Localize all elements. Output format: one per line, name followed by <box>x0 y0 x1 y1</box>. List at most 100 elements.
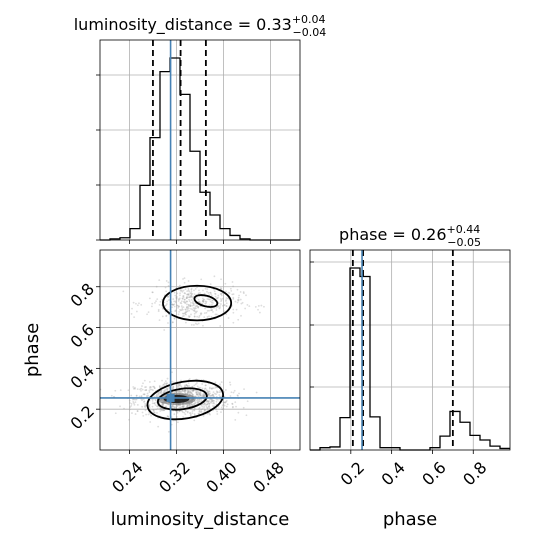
sample-point <box>153 395 156 398</box>
sample-point <box>176 292 179 295</box>
sample-point <box>148 403 151 406</box>
sample-point <box>150 414 152 417</box>
sample-point <box>236 288 239 291</box>
sample-point <box>225 290 227 293</box>
sample-point <box>187 390 190 393</box>
sample-point <box>198 392 201 394</box>
sample-point <box>208 405 211 408</box>
sample-point <box>149 386 152 388</box>
sample-point <box>193 407 196 410</box>
sample-point <box>195 389 197 392</box>
sample-point <box>173 291 176 294</box>
sample-point <box>211 387 214 390</box>
sample-point <box>174 300 177 303</box>
sample-point <box>154 399 157 402</box>
sample-point <box>198 407 200 410</box>
sample-point <box>196 401 199 404</box>
sample-point <box>182 406 185 409</box>
sample-point <box>199 391 202 393</box>
sample-point <box>151 305 153 308</box>
sample-point <box>184 292 187 295</box>
sample-point <box>178 284 181 287</box>
x-axis-label-phase: phase <box>383 509 437 530</box>
sample-point <box>215 297 218 299</box>
sample-point <box>143 393 146 396</box>
sample-point <box>187 391 190 394</box>
sample-point <box>207 393 210 396</box>
sample-point <box>130 312 133 315</box>
histogram-step-line <box>100 57 300 241</box>
sample-point <box>172 385 175 388</box>
sample-point <box>203 403 205 406</box>
sample-point <box>131 307 133 310</box>
sample-point <box>157 425 160 428</box>
sample-point <box>156 395 158 398</box>
sample-point <box>193 389 195 392</box>
sample-point <box>232 298 235 300</box>
sample-point <box>181 389 184 392</box>
phase-x-tick-label: 0.6 <box>418 458 449 489</box>
sample-point <box>155 401 158 404</box>
sample-point <box>204 307 206 310</box>
sample-point <box>134 413 137 415</box>
sample-point <box>185 410 187 412</box>
sample-point <box>152 385 154 388</box>
sample-point <box>201 403 204 406</box>
sample-point <box>224 282 227 285</box>
sample-point <box>225 297 228 299</box>
sample-point <box>205 311 208 314</box>
sample-point <box>194 287 197 290</box>
sample-point <box>180 300 183 303</box>
sample-point <box>134 401 137 404</box>
sample-point <box>245 294 247 297</box>
sample-point <box>152 409 155 411</box>
sample-point <box>157 310 160 313</box>
sample-point <box>159 300 162 303</box>
sample-point <box>173 300 175 303</box>
sample-point <box>206 316 209 318</box>
sample-point <box>192 389 195 392</box>
sample-point <box>156 298 159 301</box>
sample-point <box>237 298 240 301</box>
vertical-gridlines <box>129 250 271 450</box>
sample-point <box>204 300 207 303</box>
phase-x-tick-label: 0.8 <box>459 458 490 489</box>
sample-point <box>182 389 184 392</box>
sample-point <box>202 300 205 303</box>
sample-point <box>175 410 178 412</box>
sample-point <box>186 303 188 306</box>
sample-point <box>194 310 197 313</box>
sample-point <box>212 387 215 390</box>
sample-point <box>153 387 156 390</box>
sample-point <box>184 409 187 412</box>
sample-point <box>198 314 201 317</box>
sample-point <box>186 405 189 408</box>
contour-inner <box>193 294 219 308</box>
sample-point <box>155 285 158 288</box>
sample-point <box>145 389 148 391</box>
sample-point <box>213 288 215 291</box>
sample-point <box>223 310 225 313</box>
sample-point <box>151 291 154 294</box>
sample-point <box>179 289 182 292</box>
sample-point <box>184 308 187 311</box>
sample-point <box>211 399 214 402</box>
sample-point <box>210 315 213 318</box>
sample-point <box>135 398 138 401</box>
sample-point <box>209 300 212 303</box>
sample-point <box>189 305 192 308</box>
sample-point <box>158 279 161 282</box>
sample-point <box>210 394 213 397</box>
sample-point <box>201 383 204 385</box>
sample-point <box>154 404 157 406</box>
sample-point <box>224 304 226 306</box>
sample-point <box>186 385 189 388</box>
luminosity-distance-x-tick-label: 0.40 <box>202 458 241 497</box>
sample-point <box>206 412 209 415</box>
sample-point <box>186 300 189 303</box>
sample-point <box>220 300 222 303</box>
sample-point <box>177 391 180 393</box>
sample-point <box>130 394 133 397</box>
sample-point <box>171 303 174 306</box>
